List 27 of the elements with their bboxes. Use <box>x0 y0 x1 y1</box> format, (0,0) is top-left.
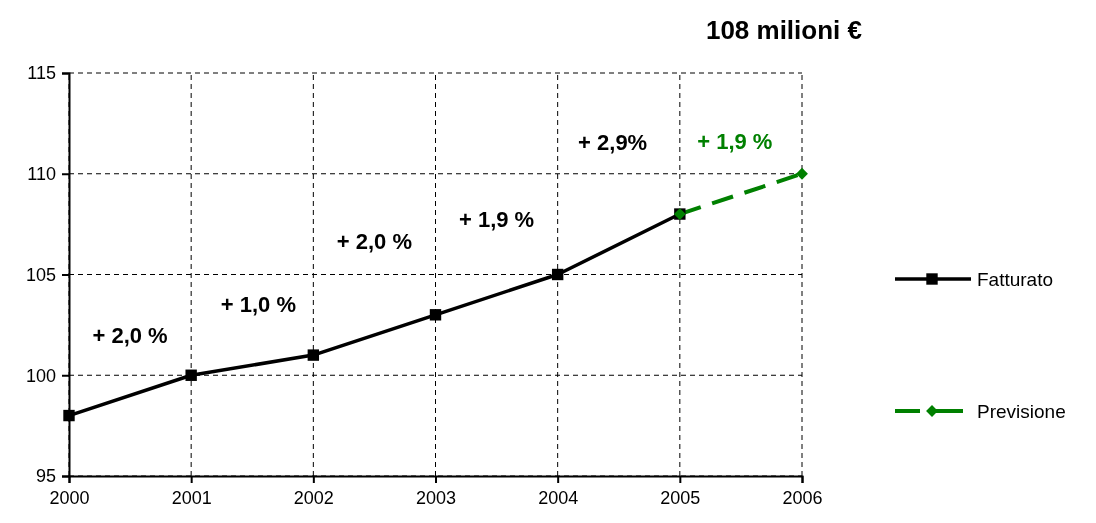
point <box>796 167 808 180</box>
x-tick-label: 2002 <box>293 487 334 508</box>
legend-label: Previsione <box>977 400 1066 422</box>
x-tick-label: 2004 <box>538 487 579 508</box>
y-tick-label: 110 <box>27 164 56 185</box>
y-tick-label: 100 <box>25 365 56 386</box>
point <box>63 409 75 422</box>
annotation: + 2,0 % <box>336 229 413 255</box>
x-tick-label: 2005 <box>660 487 701 508</box>
annotation: + 1,9 % <box>458 207 535 233</box>
x-tick-label: 2001 <box>171 487 212 508</box>
x-tick-label: 2000 <box>49 487 90 508</box>
y-tick-label: 105 <box>25 264 56 285</box>
annotation: + 2,0 % <box>92 322 168 348</box>
annotation: + 1,0 % <box>220 291 296 317</box>
point <box>307 349 320 361</box>
point <box>429 309 442 321</box>
annotation: + 1,9 % <box>697 129 773 155</box>
x-tick-label: 2003 <box>415 487 457 508</box>
x-tick-label: 2006 <box>782 487 823 508</box>
point <box>185 369 197 381</box>
legend-label: Fatturato <box>977 268 1054 290</box>
y-tick-label: 115 <box>27 63 56 84</box>
point <box>551 268 564 281</box>
y-tick-label: 95 <box>35 466 56 487</box>
annotation: + 2,9% <box>578 129 648 155</box>
chart-title: 108 milioni € <box>705 15 862 45</box>
